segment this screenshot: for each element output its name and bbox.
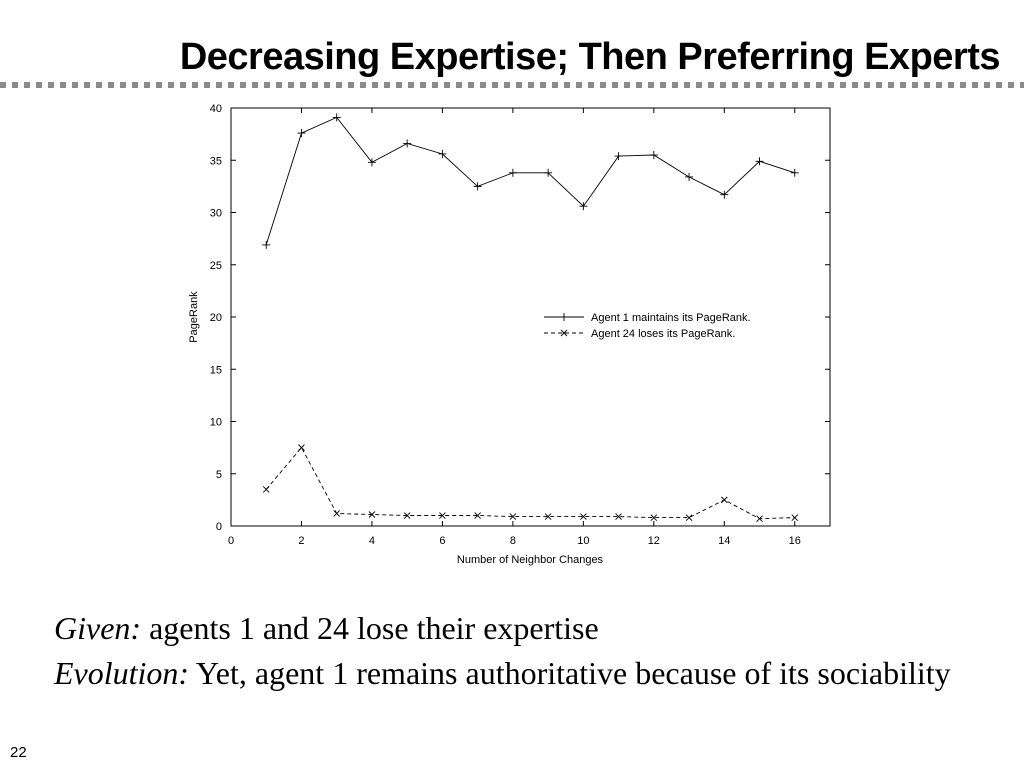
data-point-agent-24 xyxy=(298,444,305,451)
y-tick-label: 10 xyxy=(210,417,222,429)
caption-lead-evolution: Evolution: xyxy=(54,655,190,691)
x-axis-label: Number of Neighbor Changes xyxy=(457,554,604,566)
title-divider xyxy=(0,82,1024,88)
legend-label-agent-24: Agent 24 loses its PageRank. xyxy=(591,328,735,340)
legend-label-agent-1: Agent 1 maintains its PageRank. xyxy=(591,312,751,324)
data-point-agent-1 xyxy=(438,149,447,158)
pagerank-chart: 0 2 4 6 8 10 12 14 16 0 5 10 15 20 25 30 35 40 Number of… xyxy=(188,103,831,566)
caption-text-given: agents 1 and 24 lose their expertise xyxy=(141,610,599,646)
data-point-agent-1 xyxy=(367,158,376,167)
y-tick-label: 35 xyxy=(210,155,222,167)
x-tick-label: 2 xyxy=(298,535,304,547)
x-tick-label: 12 xyxy=(648,535,660,547)
x-axis-ticks: 0 2 4 6 8 10 12 14 16 xyxy=(228,108,801,547)
data-point-agent-1 xyxy=(685,172,694,181)
data-point-agent-24 xyxy=(720,496,728,504)
data-point-agent-1 xyxy=(473,182,482,191)
x-tick-label: 14 xyxy=(718,535,730,547)
data-point-agent-24 xyxy=(474,512,481,519)
data-point-agent-1 xyxy=(262,240,271,249)
y-tick-label: 30 xyxy=(210,208,222,220)
series-line-agent-24 xyxy=(265,446,795,520)
data-point-agent-1 xyxy=(508,168,517,177)
data-point-agent-24 xyxy=(756,515,763,523)
legend-entry-agent-24: Agent 24 loses its PageRank. xyxy=(544,328,735,340)
x-tick-label: 6 xyxy=(439,535,445,547)
chart-legend: Agent 1 maintains its PageRank. Agent 24… xyxy=(544,312,751,340)
x-tick-label: 4 xyxy=(369,535,375,547)
data-point-agent-24 xyxy=(368,511,376,518)
legend-entry-agent-1: Agent 1 maintains its PageRank. xyxy=(544,312,751,324)
caption-text-evolution: Yet, agent 1 remains authoritative becau… xyxy=(189,655,951,691)
y-tick-label: 15 xyxy=(210,364,222,376)
x-tick-label: 16 xyxy=(789,535,801,547)
y-axis-label: PageRank xyxy=(188,291,200,343)
data-point-agent-24 xyxy=(403,512,411,519)
y-axis-ticks: 0 5 10 15 20 25 30 35 40 xyxy=(210,103,830,533)
data-point-agent-1 xyxy=(579,202,588,211)
legend-marker-agent-1 xyxy=(560,313,568,321)
page-number: 22 xyxy=(10,744,27,761)
caption-line-given: Given: agents 1 and 24 lose their expert… xyxy=(54,606,1014,651)
data-point-agent-1 xyxy=(614,152,623,161)
data-point-agent-24 xyxy=(650,514,658,521)
x-tick-label: 0 xyxy=(228,535,234,547)
data-point-agent-1 xyxy=(790,168,799,177)
data-point-agent-24 xyxy=(580,513,587,520)
y-tick-label: 5 xyxy=(216,469,222,481)
data-point-agent-1 xyxy=(403,139,412,148)
y-tick-label: 40 xyxy=(210,103,222,115)
data-point-agent-24 xyxy=(439,512,446,519)
series-line-agent-1 xyxy=(265,116,795,246)
data-point-agent-1 xyxy=(297,129,306,138)
slide-caption: Given: agents 1 and 24 lose their expert… xyxy=(54,606,1014,696)
data-point-agent-24 xyxy=(791,514,799,521)
data-point-agent-24 xyxy=(262,486,270,493)
x-tick-label: 10 xyxy=(577,535,589,547)
x-tick-label: 8 xyxy=(510,535,516,547)
data-point-agent-24 xyxy=(509,513,517,520)
data-point-agent-24 xyxy=(333,510,341,517)
y-tick-label: 25 xyxy=(210,260,222,272)
legend-marker-agent-24 xyxy=(560,329,568,337)
data-point-agent-1 xyxy=(720,190,729,199)
data-point-agent-1 xyxy=(544,168,553,177)
data-point-agent-24 xyxy=(615,513,622,520)
data-point-agent-1 xyxy=(332,113,341,122)
data-point-agent-24 xyxy=(685,514,693,521)
data-point-agent-1 xyxy=(755,157,764,166)
series-layer xyxy=(262,113,799,523)
data-point-agent-24 xyxy=(544,513,552,520)
y-tick-label: 0 xyxy=(216,521,222,533)
slide-title: Decreasing Expertise; Then Preferring Ex… xyxy=(179,36,1001,78)
data-point-agent-1 xyxy=(649,151,658,160)
caption-line-evolution: Evolution: Yet, agent 1 remains authorit… xyxy=(54,651,1014,696)
y-tick-label: 20 xyxy=(210,312,222,324)
caption-lead-given: Given: xyxy=(54,610,142,646)
